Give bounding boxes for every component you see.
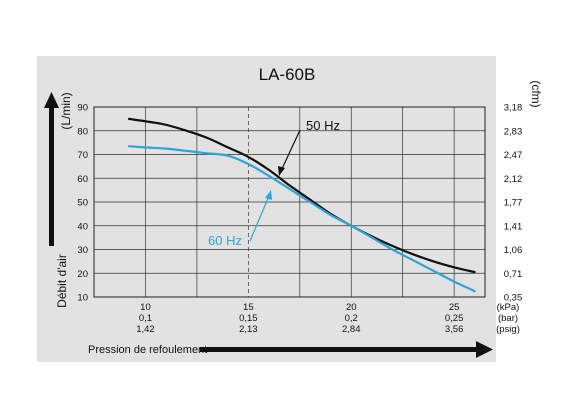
legend-60hz: 60 Hz [208,190,272,248]
legend-60hz-leader [249,195,270,242]
y-tick-label-right: 1,41 [504,221,523,232]
legend-50hz: 50 Hz [278,118,340,176]
x-tick-label: 0,2 [345,313,358,324]
y-tick-label-left: 70 [77,150,88,161]
y-tick-label-right: 2,47 [504,150,523,161]
y-tick-label-left: 10 [77,293,88,304]
y-axis-unit-left: (L/min) [59,92,73,129]
y-tick-label-right: 0,35 [504,293,523,304]
y-tick-label-left: 50 [77,198,88,209]
x-unit-label: (kPa) [497,302,520,313]
y-tick-label-right: 1,77 [504,198,523,209]
y-tick-label-right: 2,12 [504,174,523,185]
y-tick-label-right: 3,18 [504,103,523,114]
legend-50hz-label: 50 Hz [306,118,340,133]
x-axis-arrow [200,341,493,358]
plot-frame [93,106,486,298]
y-tick-label-right: 2,83 [504,126,523,137]
x-tick-label: 0,15 [239,313,258,324]
x-axis-label: Pression de refoulement [88,344,207,356]
tick-labels: 90 3,18 80 2,83 70 2,47 60 2,12 50 1,77 40 1,41 30 1,… [77,103,522,336]
x-unit-label: (psig) [496,324,520,335]
x-unit-label: (bar) [498,313,518,324]
x-tick-label: 15 [243,302,254,313]
series-group [127,117,476,293]
y-tick-label-left: 40 [77,221,88,232]
y-tick-label-left: 20 [77,269,88,280]
legend-60hz-arrowhead [265,190,272,200]
x-tick-label: 0,25 [445,313,464,324]
y-axis-label: Débit d'air [55,254,69,308]
x-tick-label: 2,84 [342,324,361,335]
legend-60hz-label: 60 Hz [208,233,242,248]
y-tick-label-left: 80 [77,126,88,137]
x-tick-label: 0,1 [139,313,152,324]
y-tick-label-left: 30 [77,245,88,256]
legend-50hz-leader [280,129,301,172]
y-tick-label-right: 1,06 [504,245,523,256]
x-tick-label: 3,56 [445,324,464,335]
x-tick-label: 25 [449,302,460,313]
y-tick-label-left: 90 [77,103,88,114]
y-axis-arrow [44,92,59,246]
x-tick-label: 2,13 [239,324,258,335]
y-tick-label-right: 0,71 [504,269,523,280]
x-tick-label: 20 [346,302,357,313]
chart-title: LA-60B [259,65,316,84]
x-tick-label: 1,42 [136,324,155,335]
y-tick-label-left: 60 [77,174,88,185]
x-tick-label: 10 [140,302,151,313]
legend-50hz-arrowhead [278,166,285,176]
series-line-50hz [127,117,476,274]
series-line-60hz [127,145,476,293]
grid [94,107,485,297]
y-axis-unit-right: (cfm) [529,80,543,107]
